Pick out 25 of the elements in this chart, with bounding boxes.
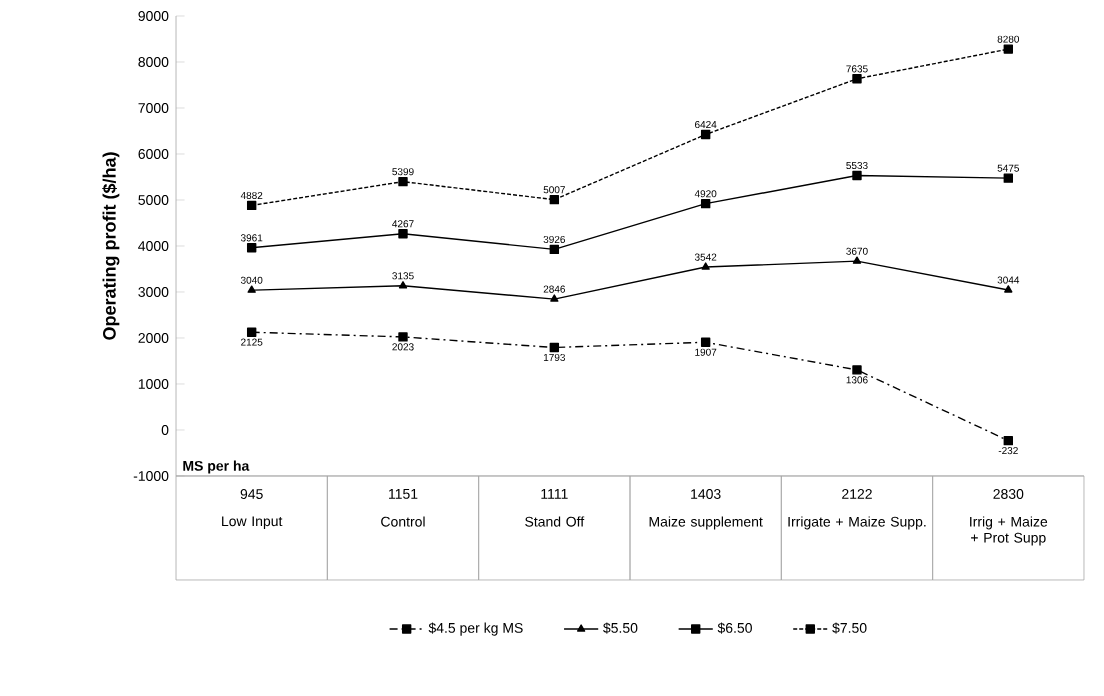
point: [852, 170, 862, 181]
point: [246, 200, 257, 211]
point: [700, 129, 711, 140]
point: [700, 337, 711, 347]
point: [1003, 173, 1014, 183]
point: [852, 74, 862, 84]
point: [852, 365, 862, 375]
y-axis-title: Operating profit ($/ha): [102, 152, 120, 340]
point: [246, 243, 257, 253]
point: [246, 327, 257, 337]
point: [398, 332, 408, 342]
point: [247, 285, 256, 293]
point: [852, 256, 862, 264]
point: [549, 194, 560, 205]
point: [398, 281, 408, 289]
point: [549, 342, 560, 353]
point: [1003, 44, 1014, 54]
point: [700, 198, 711, 209]
point: [701, 262, 710, 270]
point: [1003, 435, 1014, 446]
point: [398, 176, 408, 187]
point: [549, 244, 560, 255]
point: [1004, 285, 1013, 293]
point: [398, 229, 408, 239]
point: [550, 294, 559, 302]
